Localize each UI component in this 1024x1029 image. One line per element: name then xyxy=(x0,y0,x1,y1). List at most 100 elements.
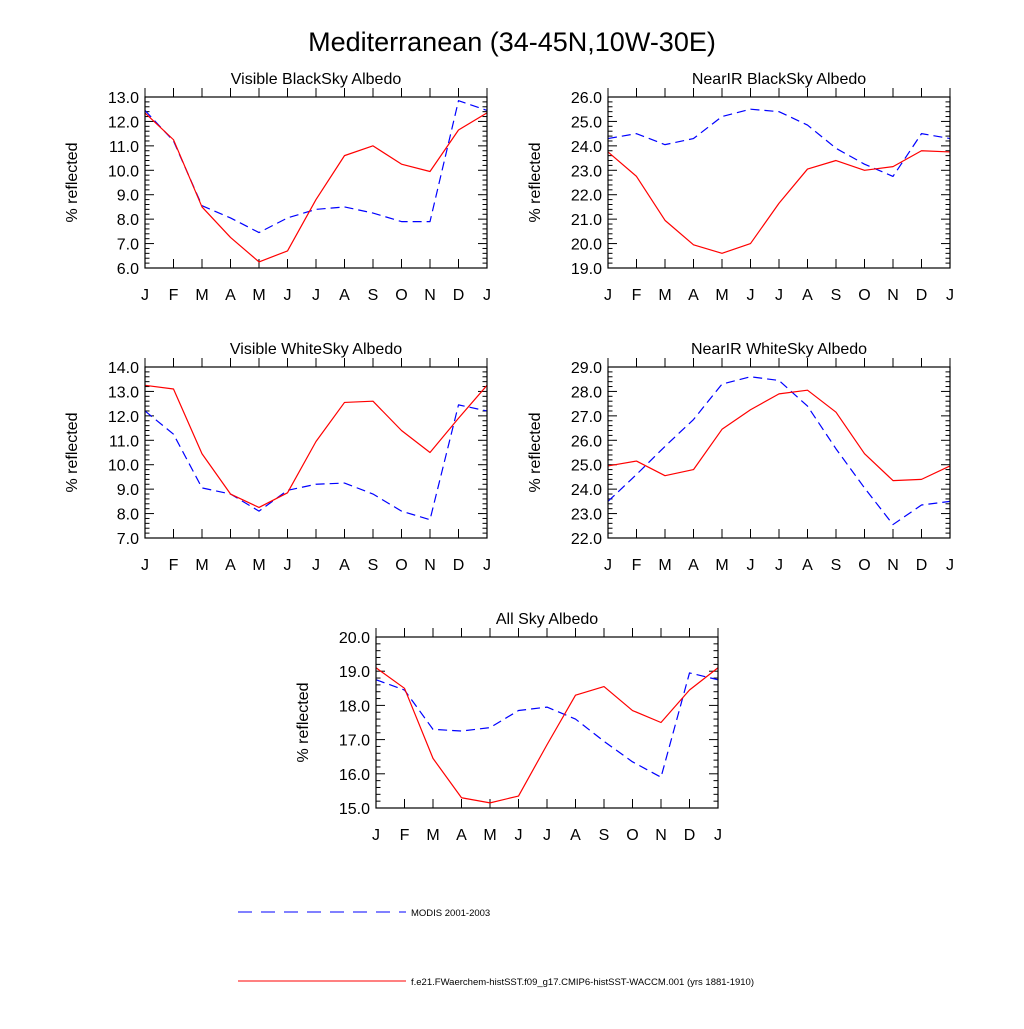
x-tick-label: F xyxy=(632,287,642,304)
x-tick-label: J xyxy=(747,287,755,304)
x-tick-label: J xyxy=(543,827,551,844)
x-tick-label: M xyxy=(658,557,671,574)
x-tick-label: O xyxy=(858,557,870,574)
x-tick-label: O xyxy=(395,287,407,304)
series-obs-line xyxy=(375,672,719,778)
y-tick-label: 8.0 xyxy=(117,507,139,524)
plot-frame xyxy=(375,636,719,809)
y-tick-label: 8.0 xyxy=(117,212,139,229)
x-tick-label: N xyxy=(887,557,899,574)
panel-title: All Sky Albedo xyxy=(496,611,598,628)
y-tick-label: 7.0 xyxy=(117,237,139,254)
plot-frame xyxy=(607,96,951,269)
y-tick-label: 9.0 xyxy=(117,188,139,205)
x-tick-label: A xyxy=(339,557,350,574)
x-tick-label: S xyxy=(368,287,379,304)
series-obs-line xyxy=(144,404,488,521)
y-tick-label: 24.0 xyxy=(571,139,602,156)
y-tick-label: 13.0 xyxy=(108,90,139,107)
y-axis-label: % reflected xyxy=(527,412,544,492)
x-tick-label: A xyxy=(802,287,813,304)
y-tick-label: 16.0 xyxy=(339,767,370,784)
plot-frame xyxy=(144,366,488,539)
y-tick-label: 15.0 xyxy=(339,801,370,818)
series-model-line xyxy=(607,150,951,254)
legend-obs-label: MODIS 2001-2003 xyxy=(411,908,490,919)
y-tick-label: 10.0 xyxy=(108,458,139,475)
x-tick-label: M xyxy=(195,557,208,574)
x-tick-label: J xyxy=(515,827,523,844)
x-tick-label: A xyxy=(802,557,813,574)
y-axis-label: % reflected xyxy=(295,682,312,762)
x-tick-label: F xyxy=(400,827,410,844)
x-tick-label: M xyxy=(195,287,208,304)
panel-title: Visible WhiteSky Albedo xyxy=(230,341,402,358)
series-model-line xyxy=(375,667,719,804)
y-tick-label: 11.0 xyxy=(109,433,139,450)
y-tick-label: 7.0 xyxy=(117,531,139,548)
y-tick-label: 24.0 xyxy=(571,482,602,499)
x-tick-label: F xyxy=(169,287,179,304)
x-tick-label: M xyxy=(252,557,265,574)
y-tick-label: 6.0 xyxy=(117,261,139,278)
x-tick-label: J xyxy=(312,287,320,304)
y-axis-label: % reflected xyxy=(527,142,544,222)
series-model-line xyxy=(144,384,488,509)
x-tick-label: J xyxy=(141,557,149,574)
x-tick-label: A xyxy=(456,827,467,844)
y-axis-label: % reflected xyxy=(64,412,81,492)
x-tick-label: J xyxy=(775,557,783,574)
y-tick-label: 23.0 xyxy=(571,163,602,180)
x-tick-label: A xyxy=(225,557,236,574)
x-tick-label: J xyxy=(747,557,755,574)
series-obs-line xyxy=(607,108,951,177)
x-tick-label: J xyxy=(775,287,783,304)
x-tick-label: J xyxy=(604,557,612,574)
y-tick-label: 14.0 xyxy=(108,360,139,377)
x-tick-label: O xyxy=(858,287,870,304)
y-tick-label: 22.0 xyxy=(571,531,602,548)
x-tick-label: M xyxy=(715,557,728,574)
x-tick-label: N xyxy=(655,827,667,844)
y-tick-label: 19.0 xyxy=(571,261,602,278)
x-tick-label: M xyxy=(715,287,728,304)
y-tick-label: 25.0 xyxy=(571,114,602,131)
x-tick-label: A xyxy=(570,827,581,844)
x-tick-label: S xyxy=(831,287,842,304)
x-tick-label: D xyxy=(453,287,465,304)
x-tick-label: O xyxy=(626,827,638,844)
x-tick-label: J xyxy=(483,287,491,304)
series-model-line xyxy=(607,389,951,482)
x-tick-label: A xyxy=(688,287,699,304)
x-tick-label: M xyxy=(658,287,671,304)
series-obs-line xyxy=(144,100,488,234)
x-tick-label: F xyxy=(169,557,179,574)
y-tick-label: 26.0 xyxy=(571,90,602,107)
x-tick-label: J xyxy=(604,287,612,304)
y-tick-label: 27.0 xyxy=(571,409,602,426)
x-tick-label: J xyxy=(372,827,380,844)
y-tick-label: 17.0 xyxy=(339,733,370,750)
series-model-line xyxy=(144,112,488,263)
y-tick-label: 19.0 xyxy=(339,664,370,681)
series-obs-line xyxy=(607,376,951,526)
y-tick-label: 20.0 xyxy=(339,630,370,647)
y-tick-label: 25.0 xyxy=(571,458,602,475)
x-tick-label: F xyxy=(632,557,642,574)
x-tick-label: J xyxy=(946,287,954,304)
x-tick-label: D xyxy=(453,557,465,574)
y-tick-label: 13.0 xyxy=(108,384,139,401)
y-tick-label: 11.0 xyxy=(109,139,139,156)
plot-frame xyxy=(144,96,488,269)
y-tick-label: 28.0 xyxy=(571,384,602,401)
y-tick-label: 18.0 xyxy=(339,698,370,715)
y-tick-label: 21.0 xyxy=(571,212,602,229)
x-tick-label: S xyxy=(368,557,379,574)
panel-title: NearIR BlackSky Albedo xyxy=(692,71,866,88)
figure-title: Mediterranean (34-45N,10W-30E) xyxy=(308,27,716,57)
legend: MODIS 2001-2003 f.e21.FWaerchem-histSST.… xyxy=(238,908,754,988)
x-tick-label: J xyxy=(483,557,491,574)
y-tick-label: 26.0 xyxy=(571,433,602,450)
